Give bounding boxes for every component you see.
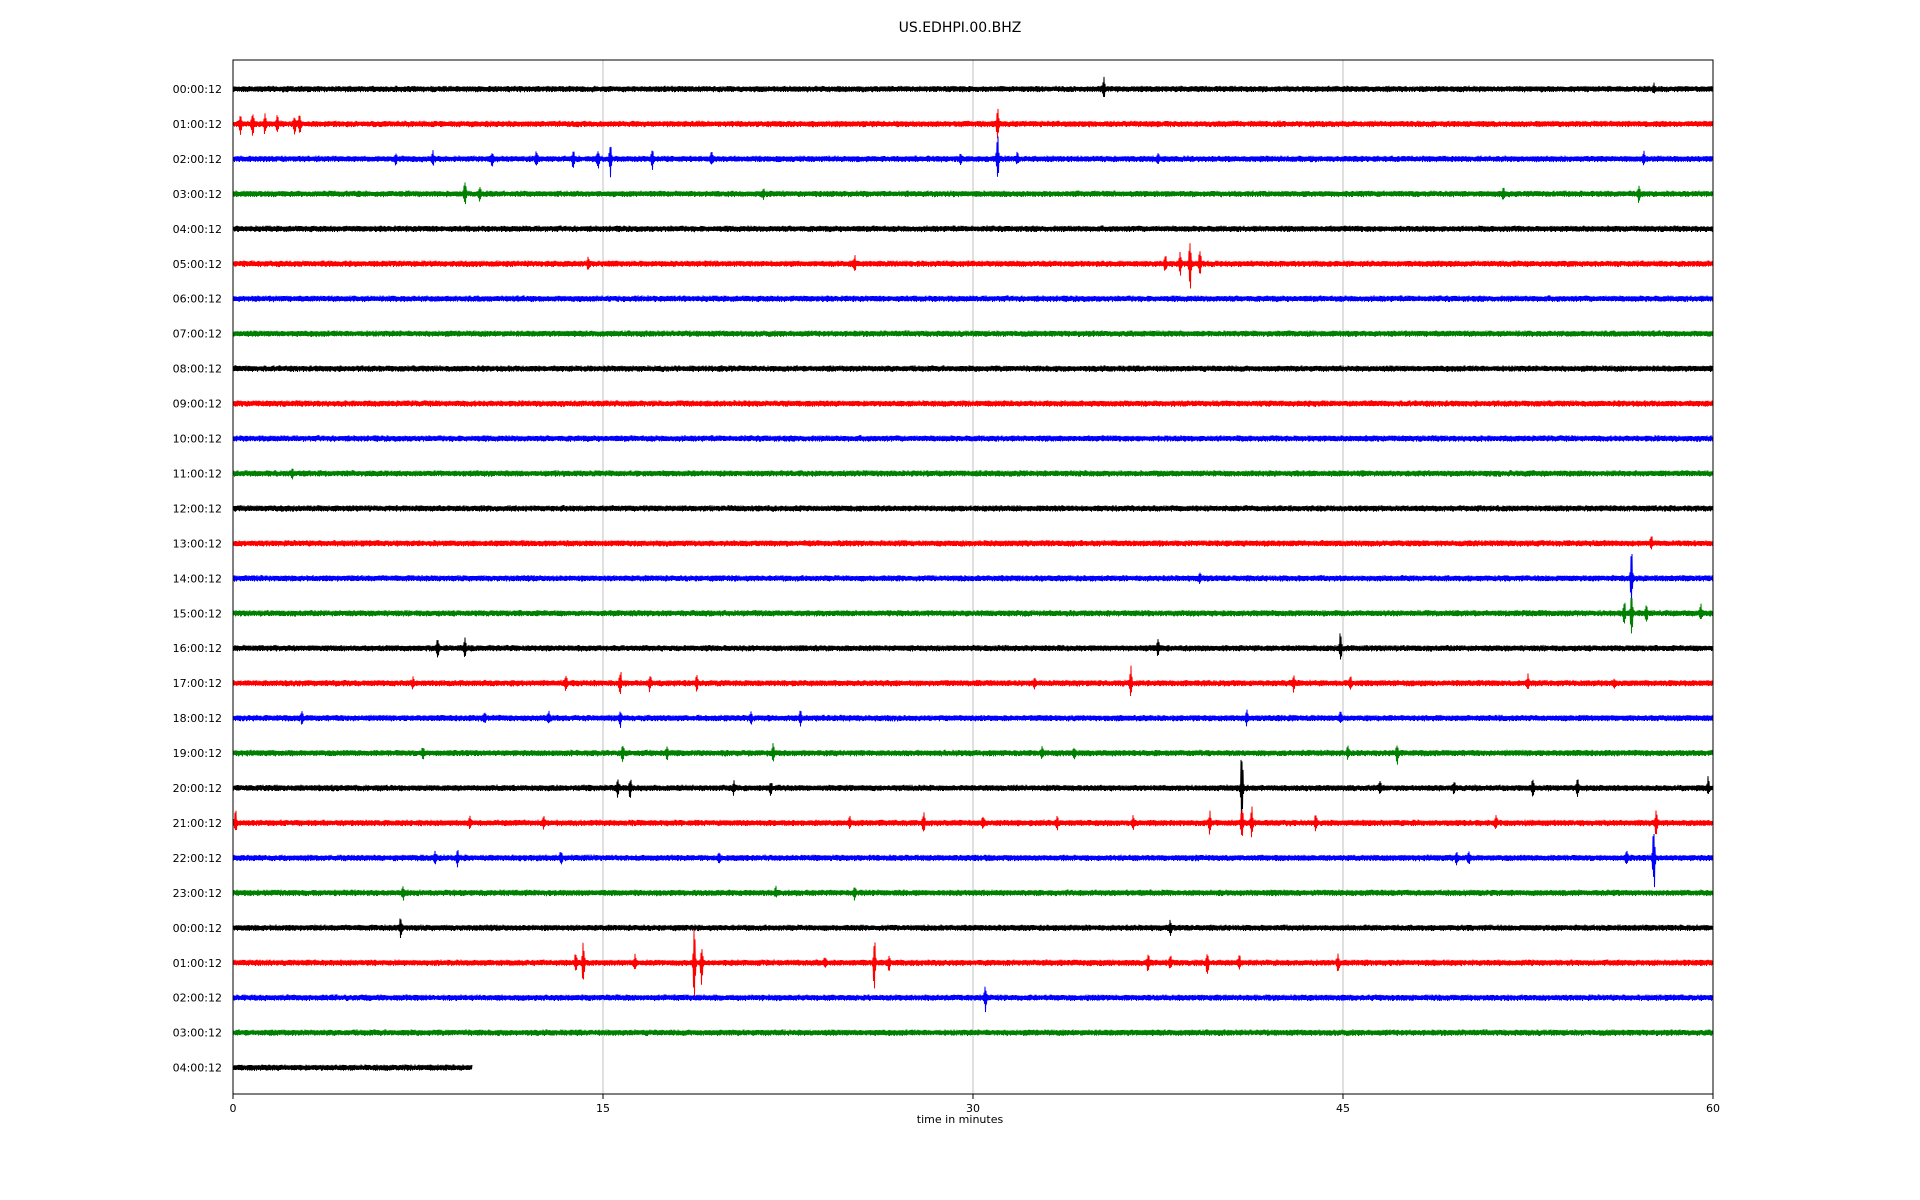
row-time-label: 00:00:12 bbox=[173, 922, 222, 935]
row-time-label: 04:00:12 bbox=[173, 223, 222, 236]
seismic-trace bbox=[232, 536, 1714, 550]
row-time-label: 02:00:12 bbox=[173, 992, 222, 1005]
row-time-label: 10:00:12 bbox=[173, 433, 222, 446]
seismic-trace bbox=[232, 806, 1714, 838]
seismic-trace bbox=[232, 1064, 473, 1071]
row-time-label: 00:00:12 bbox=[173, 83, 222, 96]
seismic-trace bbox=[232, 136, 1714, 178]
row-time-label: 16:00:12 bbox=[173, 642, 222, 655]
seismic-trace bbox=[232, 365, 1714, 373]
seismic-trace bbox=[232, 918, 1714, 939]
seismic-trace bbox=[232, 986, 1714, 1013]
row-time-label: 02:00:12 bbox=[173, 153, 222, 166]
row-time-label: 08:00:12 bbox=[173, 363, 222, 376]
row-time-label: 15:00:12 bbox=[173, 607, 222, 620]
row-time-label: 12:00:12 bbox=[173, 502, 222, 515]
seismic-trace bbox=[232, 108, 1714, 139]
row-time-labels: 00:00:12 01:00:12 02:00:12 03:00:12 04:00:12… bbox=[173, 83, 222, 1075]
x-tick-label: 30 bbox=[966, 1102, 980, 1115]
seismic-trace bbox=[232, 225, 1714, 233]
row-time-label: 05:00:12 bbox=[173, 258, 222, 271]
seismic-trace bbox=[232, 330, 1714, 338]
x-tick-label: 45 bbox=[1336, 1102, 1350, 1115]
seismic-trace bbox=[232, 400, 1714, 407]
seismic-trace bbox=[232, 929, 1714, 997]
row-time-label: 13:00:12 bbox=[173, 537, 222, 550]
seismic-trace bbox=[232, 759, 1714, 831]
row-time-label: 01:00:12 bbox=[173, 957, 222, 970]
seismic-trace bbox=[232, 709, 1714, 728]
row-time-label: 23:00:12 bbox=[173, 887, 222, 900]
x-axis-ticks: 0 15 30 45 60 bbox=[230, 1094, 1720, 1115]
row-time-label: 11:00:12 bbox=[173, 467, 222, 480]
row-time-label: 07:00:12 bbox=[173, 328, 222, 341]
row-time-label: 03:00:12 bbox=[173, 1027, 222, 1040]
row-time-label: 21:00:12 bbox=[173, 817, 222, 830]
seismic-trace bbox=[232, 468, 1714, 480]
seismic-trace bbox=[232, 1029, 1714, 1037]
chart-title: US.EDHPI.00.BHZ bbox=[898, 20, 1022, 36]
row-time-label: 19:00:12 bbox=[173, 747, 222, 760]
trace-lines bbox=[232, 76, 1714, 1071]
x-tick-label: 0 bbox=[230, 1102, 237, 1115]
row-time-label: 04:00:12 bbox=[173, 1062, 222, 1075]
row-time-label: 20:00:12 bbox=[173, 782, 222, 795]
seismic-trace bbox=[232, 295, 1714, 303]
row-time-label: 09:00:12 bbox=[173, 398, 222, 411]
row-time-label: 14:00:12 bbox=[173, 572, 222, 585]
seismic-trace bbox=[232, 553, 1714, 605]
row-time-label: 01:00:12 bbox=[173, 118, 222, 131]
seismic-trace bbox=[232, 833, 1714, 888]
seismic-trace bbox=[232, 597, 1714, 634]
row-time-label: 03:00:12 bbox=[173, 188, 222, 201]
x-tick-label: 15 bbox=[596, 1102, 610, 1115]
seismic-trace bbox=[232, 505, 1714, 512]
x-axis-label: time in minutes bbox=[916, 1113, 1004, 1126]
seismic-trace bbox=[232, 665, 1714, 697]
x-tick-label: 60 bbox=[1706, 1102, 1720, 1115]
row-time-label: 18:00:12 bbox=[173, 712, 222, 725]
seismic-trace bbox=[232, 76, 1714, 98]
row-time-label: 17:00:12 bbox=[173, 677, 222, 690]
seismic-trace bbox=[232, 182, 1714, 205]
seismic-trace bbox=[232, 633, 1714, 660]
row-time-label: 22:00:12 bbox=[173, 852, 222, 865]
seismic-trace bbox=[232, 885, 1714, 901]
seismic-trace bbox=[232, 743, 1714, 765]
row-time-label: 06:00:12 bbox=[173, 293, 222, 306]
seismic-trace bbox=[232, 243, 1714, 289]
seismic-trace bbox=[232, 435, 1714, 442]
